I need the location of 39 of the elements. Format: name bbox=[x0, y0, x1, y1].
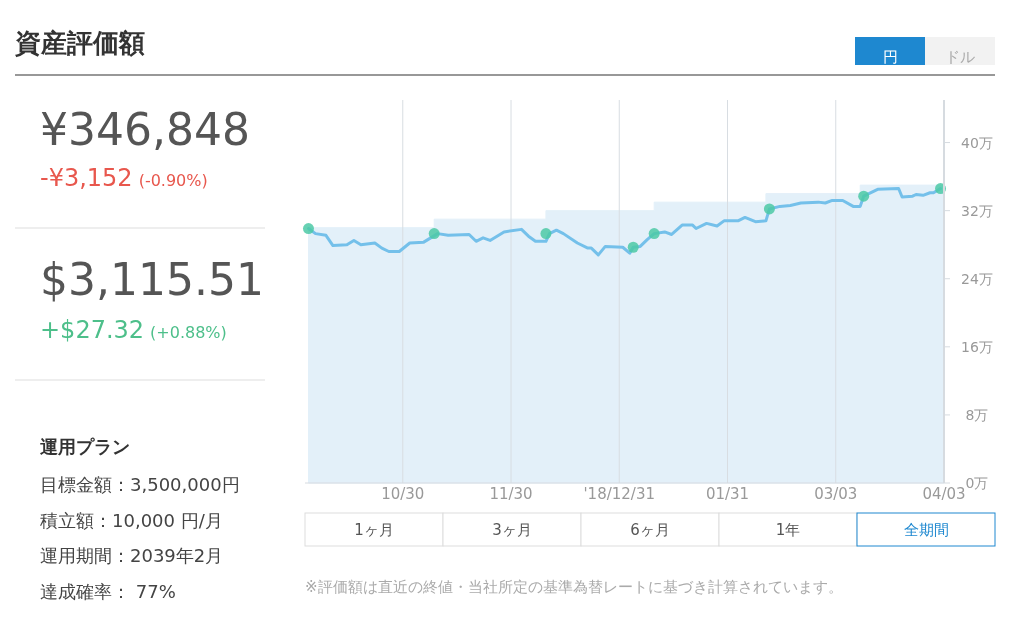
text: 達成確率： 77% bbox=[40, 580, 176, 602]
text: +$27.32 bbox=[40, 316, 145, 344]
text: 3ヶ月 bbox=[492, 521, 532, 539]
y-tick-label: 24万 bbox=[961, 270, 993, 287]
text: -¥3,152 bbox=[40, 164, 133, 192]
point bbox=[540, 228, 552, 240]
text: 6ヶ月 bbox=[630, 521, 670, 539]
text: ¥346,848 bbox=[40, 104, 250, 155]
x-tick-label: 11/30 bbox=[489, 485, 533, 503]
y-tick-label: 16万 bbox=[961, 338, 993, 355]
text: (+0.88%) bbox=[150, 323, 227, 342]
y-tick-label: 8万 bbox=[965, 406, 989, 423]
y-tick-label: 40万 bbox=[961, 134, 993, 151]
text: 運用期間：2039年2月 bbox=[40, 545, 224, 566]
x-tick-label: 03/03 bbox=[814, 485, 858, 503]
text: 1年 bbox=[775, 521, 801, 539]
y-tick-label: 0万 bbox=[965, 475, 989, 491]
x-tick-label: 10/30 bbox=[381, 485, 425, 503]
x-tick-label: '18/12/31 bbox=[583, 485, 656, 503]
point bbox=[627, 241, 639, 253]
text: 円 bbox=[882, 48, 898, 66]
text: 運用プラン bbox=[39, 436, 130, 457]
point bbox=[302, 223, 314, 235]
x-tick-label: 01/31 bbox=[705, 485, 750, 503]
point bbox=[858, 190, 870, 202]
text: 全期間 bbox=[903, 521, 949, 539]
text: 目標金額：3,500,000円 bbox=[40, 474, 240, 495]
point bbox=[763, 203, 775, 215]
text: 積立額：10,000 円/月 bbox=[40, 509, 223, 531]
x-tick-label: 04/03 bbox=[922, 485, 966, 503]
y-tick-label: 32万 bbox=[961, 202, 993, 219]
text: ドル bbox=[945, 48, 975, 66]
text: (-0.90%) bbox=[138, 171, 208, 190]
text: $3,115.51 bbox=[40, 254, 264, 305]
text: 1ヶ月 bbox=[354, 521, 394, 539]
point bbox=[428, 228, 440, 240]
point bbox=[648, 228, 660, 240]
text: ※評価額は直近の終値・当社所定の基準為替レートに基づき計算されています。 bbox=[305, 578, 843, 596]
text: 資産評価額 bbox=[14, 28, 145, 58]
